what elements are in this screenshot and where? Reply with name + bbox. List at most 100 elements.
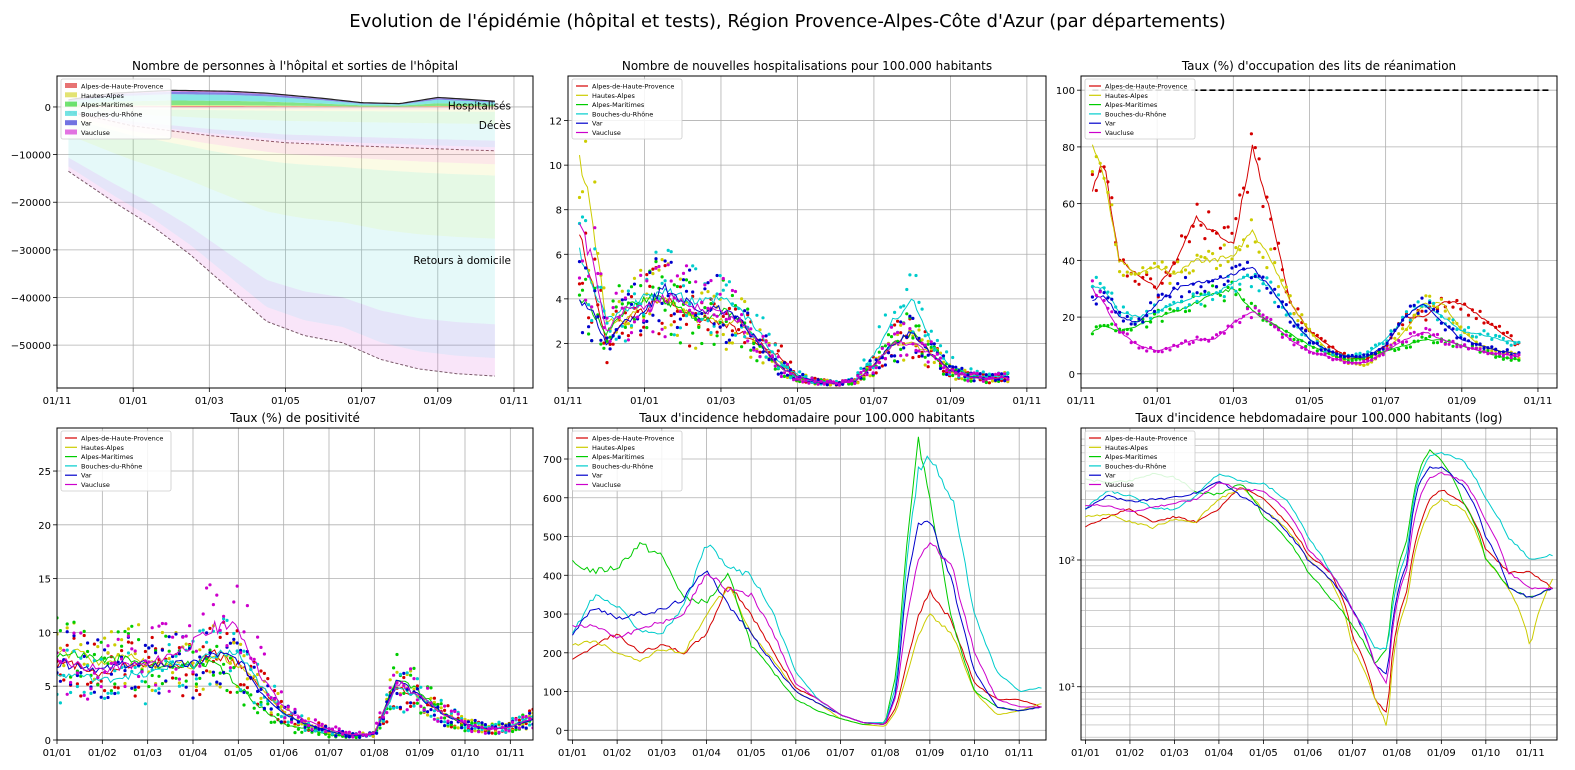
data-point — [279, 699, 283, 704]
data-point — [941, 369, 946, 373]
data-point — [1350, 361, 1354, 365]
data-point — [856, 381, 860, 385]
data-point — [990, 379, 995, 383]
data-point — [296, 715, 300, 719]
data-point — [623, 325, 628, 329]
data-point — [874, 358, 878, 362]
data-point — [334, 725, 338, 729]
data-point — [926, 353, 930, 357]
legend-box — [571, 78, 683, 140]
data-point — [1152, 261, 1157, 265]
area-hospitalises-3 — [68, 94, 495, 106]
data-point — [1125, 327, 1129, 332]
data-point — [648, 309, 652, 313]
x-tick-label: 01/11 — [1524, 396, 1553, 407]
data-point — [1432, 341, 1436, 345]
data-point — [859, 366, 863, 370]
data-point — [82, 693, 86, 698]
data-point — [1121, 258, 1125, 262]
data-point — [385, 693, 389, 697]
data-point — [608, 339, 612, 343]
data-point — [296, 727, 300, 731]
data-point — [1094, 155, 1098, 159]
x-tick-label: 01/04 — [692, 748, 721, 759]
data-point — [324, 724, 328, 729]
x-tick-label: 01/03 — [707, 396, 736, 407]
data-point — [746, 307, 750, 311]
data-point — [580, 288, 585, 292]
data-point — [792, 378, 796, 382]
data-point — [313, 725, 317, 729]
data-point — [639, 329, 643, 333]
data-point — [724, 319, 728, 324]
data-point — [590, 339, 594, 343]
data-point — [761, 316, 765, 320]
data-point — [368, 732, 372, 736]
y-tick-label: 200 — [543, 649, 562, 660]
data-point — [580, 331, 585, 335]
data-point — [521, 715, 525, 719]
data-point — [303, 719, 307, 723]
data-point — [825, 379, 829, 384]
data-point — [1416, 300, 1420, 304]
data-point — [584, 266, 588, 270]
data-point — [276, 713, 280, 717]
y-tick-label: 10¹ — [1058, 683, 1075, 694]
data-point — [1118, 270, 1122, 274]
data-point — [896, 319, 900, 323]
data-point — [252, 657, 256, 662]
data-point — [590, 318, 594, 323]
data-point — [706, 306, 710, 310]
data-point — [1195, 253, 1199, 257]
data-point — [1304, 329, 1308, 333]
data-point — [235, 584, 239, 588]
data-point — [1315, 352, 1319, 356]
data-point — [1114, 310, 1118, 314]
data-point — [303, 725, 307, 729]
data-point — [1435, 341, 1440, 345]
data-point — [639, 273, 643, 277]
data-point — [868, 359, 872, 363]
data-point — [938, 366, 943, 371]
chart-panel-1: Nombre de personnes à l'hôpital et sorti… — [11, 59, 534, 407]
data-point — [1238, 282, 1242, 286]
data-point — [1172, 286, 1176, 290]
data-point — [678, 341, 683, 345]
data-point — [215, 655, 219, 659]
y-tick-label: 10² — [1058, 556, 1075, 567]
y-tick-label: 60 — [1062, 200, 1075, 211]
y-tick-label: 0 — [45, 103, 51, 114]
data-point — [951, 373, 955, 378]
data-point — [639, 284, 643, 288]
data-point — [106, 691, 110, 695]
data-point — [1315, 349, 1319, 353]
data-point — [245, 686, 249, 690]
data-point — [211, 603, 215, 607]
data-point — [862, 368, 866, 373]
data-point — [1370, 346, 1374, 350]
data-point — [651, 330, 655, 334]
data-point — [1455, 327, 1459, 332]
data-point — [776, 372, 780, 376]
data-point — [847, 382, 851, 386]
data-point — [1110, 297, 1114, 301]
data-point — [239, 648, 243, 653]
y-tick-label: 25 — [38, 467, 51, 478]
data-point — [724, 283, 728, 287]
data-point — [632, 320, 637, 324]
data-point — [1261, 313, 1265, 317]
data-point — [712, 324, 716, 328]
data-point — [577, 293, 582, 297]
x-tick-label: 01/07 — [1338, 748, 1367, 759]
data-point — [617, 300, 621, 304]
data-point — [617, 335, 621, 340]
data-point — [466, 729, 470, 733]
data-point — [828, 383, 832, 387]
data-point — [1505, 352, 1509, 356]
data-point — [1118, 330, 1122, 334]
data-point — [789, 368, 793, 372]
data-point — [1466, 333, 1471, 337]
data-point — [157, 674, 161, 678]
data-point — [62, 673, 66, 678]
data-point — [1176, 344, 1180, 348]
